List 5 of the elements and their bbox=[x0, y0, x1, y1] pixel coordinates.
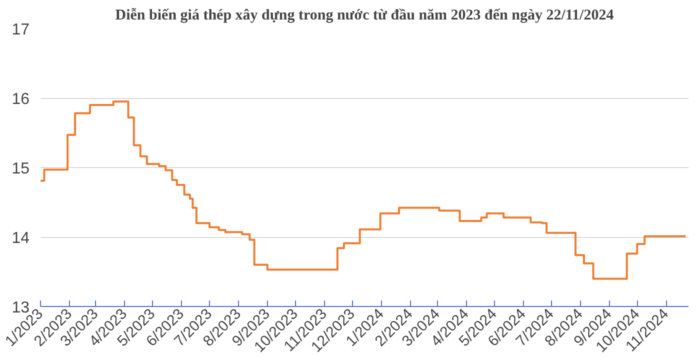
y-tick-label: 16 bbox=[12, 91, 30, 108]
y-tick-label: 14 bbox=[12, 230, 30, 247]
chart-title: Diễn biến giá thép xây dựng trong nước từ đầu năm 2023 đến ngày 22/11/2024 bbox=[115, 8, 614, 24]
y-tick-label: 15 bbox=[12, 160, 30, 178]
y-tick-label: 17 bbox=[12, 22, 30, 38]
